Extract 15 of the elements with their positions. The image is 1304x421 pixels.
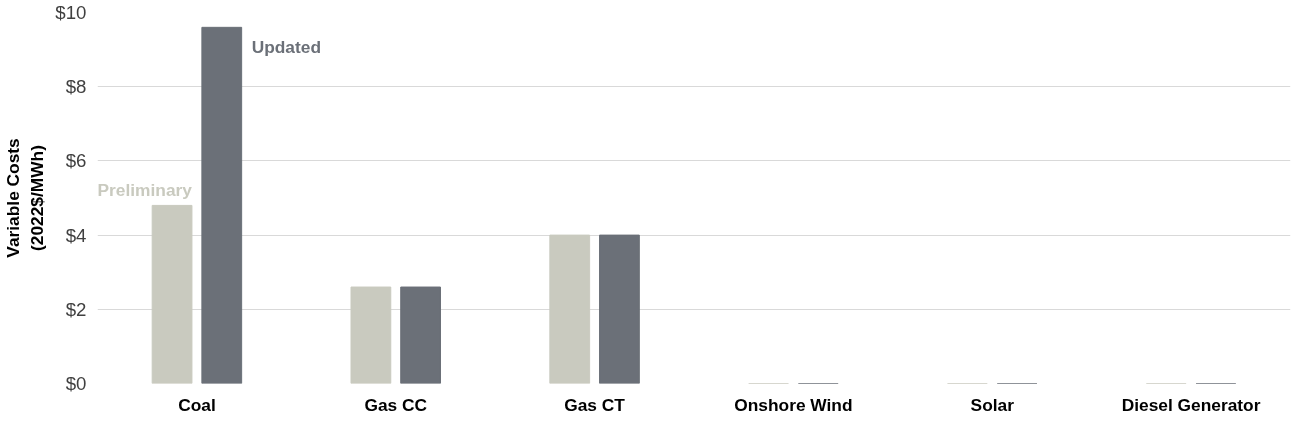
x-tick-label: Diesel Generator	[1121, 394, 1261, 415]
x-tick-label: Gas CC	[364, 394, 428, 415]
y-axis-title: Variable Costs (2022$/MWh)	[3, 138, 48, 258]
x-tick-label: Onshore Wind	[734, 394, 853, 415]
x-tick-label: Coal	[178, 394, 216, 415]
x-tick-label: Solar	[970, 394, 1015, 415]
series-label: Preliminary	[97, 180, 193, 201]
y-tick-label: $2	[65, 298, 87, 320]
series-label: Updated	[251, 37, 321, 58]
y-tick-label: $4	[65, 224, 87, 246]
x-tick-label: Gas CT	[564, 394, 626, 415]
y-tick-label: $6	[65, 150, 87, 172]
y-tick-label: $8	[65, 76, 87, 98]
y-tick-label: $10	[55, 2, 87, 23]
y-tick-label: $0	[65, 373, 87, 394]
